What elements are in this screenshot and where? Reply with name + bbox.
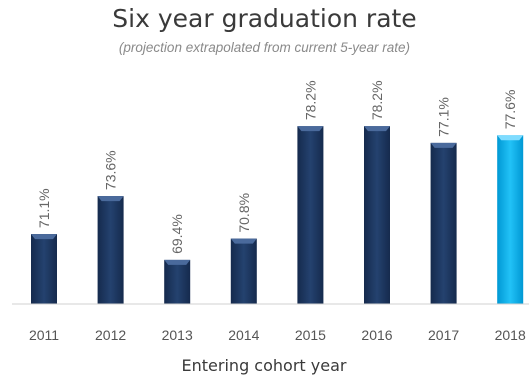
bar-cap-2017 — [430, 142, 457, 148]
data-label-2018: 77.6% — [502, 90, 518, 130]
bar-2016 — [364, 126, 390, 304]
bars-layer — [31, 126, 524, 304]
x-tick-2011: 2011 — [29, 327, 59, 343]
data-label-2014: 70.8% — [236, 193, 252, 233]
x-axis-label: Entering cohort year — [182, 356, 347, 375]
x-tick-2012: 2012 — [95, 327, 126, 343]
x-tick-2014: 2014 — [228, 327, 259, 343]
chart-subtitle: (projection extrapolated from current 5-… — [118, 40, 411, 55]
bar-cap-2013 — [164, 259, 191, 265]
bar-2015 — [297, 126, 324, 304]
bar-cap-2011 — [31, 234, 57, 240]
bar-2018 — [497, 135, 524, 304]
bar-cap-2018 — [497, 135, 524, 141]
bar-2013 — [164, 259, 191, 304]
x-tick-2016: 2016 — [361, 327, 392, 343]
x-tick-2018: 2018 — [495, 327, 526, 343]
data-label-2017: 77.1% — [436, 97, 452, 137]
x-tick-2015: 2015 — [295, 327, 326, 343]
data-label-2012: 73.6% — [103, 150, 119, 190]
bar-cap-2012 — [97, 196, 124, 202]
bar-2012 — [97, 196, 124, 304]
data-label-2013: 69.4% — [169, 214, 185, 254]
bar-cap-2014 — [230, 238, 257, 244]
bar-cap-2015 — [297, 126, 324, 132]
chart-title: Six year graduation rate — [112, 4, 417, 33]
bar-2017 — [430, 142, 457, 304]
data-label-2016: 78.2% — [369, 80, 385, 120]
data-label-2011: 71.1% — [36, 188, 52, 228]
bar-2014 — [230, 238, 257, 304]
data-label-2015: 78.2% — [302, 80, 318, 120]
bar-2011 — [31, 234, 57, 304]
labels-layer: 71.1% 2011 73.6% 2012 69.4% 2013 70.8% 2014 78.2… — [29, 80, 526, 343]
x-tick-2017: 2017 — [428, 327, 459, 343]
bar-cap-2016 — [364, 126, 390, 132]
x-tick-2013: 2013 — [162, 327, 193, 343]
